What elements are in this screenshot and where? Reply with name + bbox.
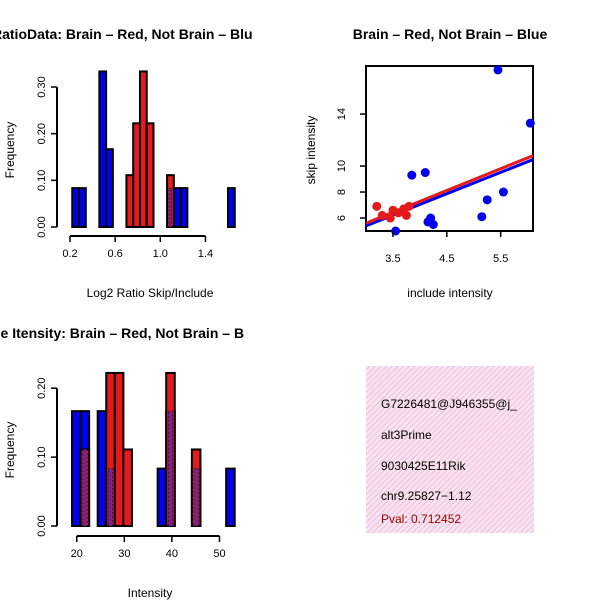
ratio-ylabel: Frequency xyxy=(3,122,17,179)
not-brain-point xyxy=(420,168,430,178)
y-tick-label: 14 xyxy=(336,108,348,120)
y-tick-label: 0.10 xyxy=(36,446,48,467)
overlap-bar xyxy=(167,410,174,527)
x-tick-label: 0.2 xyxy=(62,248,77,260)
ratio-xlabel: Log2 Ratio Skip/Include xyxy=(87,286,214,300)
info-event-id: G7226481@J946355@j_ xyxy=(381,397,517,411)
brain-bar xyxy=(138,70,148,228)
x-tick-label: 40 xyxy=(166,548,178,560)
not-brain-point xyxy=(525,118,535,128)
not-brain-point xyxy=(498,187,508,197)
scatter-xlabel: include intensity xyxy=(407,286,492,300)
x-tick-label: 0.6 xyxy=(107,248,122,260)
not-brain-bar xyxy=(71,410,82,528)
not-brain-point xyxy=(482,195,492,205)
not-brain-bar xyxy=(225,467,236,528)
not-brain-bar xyxy=(172,187,182,228)
not-brain-bar xyxy=(98,70,108,228)
overlap-bar xyxy=(193,468,199,527)
brain-point xyxy=(404,201,414,211)
ratio-title: RatioData: Brain – Red, Not Brain – Blu xyxy=(0,26,253,42)
not-brain-bar xyxy=(105,148,114,228)
x-tick-label: 30 xyxy=(118,548,130,560)
intensity-xlabel: Intensity xyxy=(128,586,173,600)
info-location: chr9.25827−1.12 xyxy=(381,489,472,503)
not-brain-point xyxy=(428,220,438,230)
ratio-bars xyxy=(71,70,236,229)
info-event-type: alt3Prime xyxy=(381,428,432,442)
brain-bar xyxy=(132,122,141,228)
info-gene-name: 9030425E11Rik xyxy=(381,459,467,473)
x-tick-label: 50 xyxy=(213,548,225,560)
brain-point xyxy=(377,210,387,220)
scatter-plot-area xyxy=(365,65,535,236)
brain-bar xyxy=(113,371,125,527)
brain-point xyxy=(385,213,395,223)
not-brain-fit-line xyxy=(365,158,534,228)
x-tick-label: 1.0 xyxy=(153,248,168,260)
scatter-title: Brain – Red, Not Brain – Blue xyxy=(353,26,548,42)
y-tick-label: 0.00 xyxy=(36,515,48,536)
intensity-title: ne Itensity: Brain – Red, Not Brain – B xyxy=(0,325,244,341)
info-panel: G7226481@J946355@j_ alt3Prime 9030425E11… xyxy=(366,366,534,533)
intensity-axes: 20 30 40 50 0.00 0.10 0.20 xyxy=(36,378,226,560)
not-brain-point xyxy=(493,65,503,75)
scatter-axes: 3.5 4.5 5.5 6 8 10 14 xyxy=(336,108,508,265)
x-tick-label: 3.5 xyxy=(385,253,400,265)
brain-bar xyxy=(145,122,155,228)
y-tick-label: 0.30 xyxy=(36,76,48,97)
not-brain-bar xyxy=(96,410,108,528)
x-tick-label: 1.4 xyxy=(198,248,213,260)
not-brain-bar xyxy=(156,467,168,528)
overlap-bar xyxy=(82,449,88,527)
y-tick-label: 0.10 xyxy=(36,170,48,191)
info-panel-background xyxy=(366,366,534,533)
y-tick-label: 10 xyxy=(336,160,348,172)
y-tick-label: 0.00 xyxy=(36,216,48,237)
not-brain-bar xyxy=(78,187,87,228)
not-brain-point xyxy=(477,212,487,222)
y-tick-label: 0.20 xyxy=(36,123,48,144)
overlap-bar xyxy=(168,187,173,228)
ratio-axes: 0.2 0.6 1.0 1.4 0.00 0.10 0.20 0.30 xyxy=(36,76,213,260)
brain-bar xyxy=(125,174,135,229)
brain-bar xyxy=(122,448,133,527)
overlap-bar xyxy=(108,468,114,527)
brain-point xyxy=(401,210,411,220)
intensity-ylabel: Frequency xyxy=(3,422,17,479)
intensity-bars xyxy=(71,371,236,528)
x-tick-label: 5.5 xyxy=(493,253,508,265)
scatter-ylabel: skip intensity xyxy=(304,116,318,185)
not-brain-bar xyxy=(71,187,81,228)
intensity-histogram: ne Itensity: Brain – Red, Not Brain – B … xyxy=(0,325,244,600)
not-brain-bar xyxy=(179,187,189,228)
brain-point xyxy=(372,201,382,211)
intensity-scatter: Brain – Red, Not Brain – Blue skip inten… xyxy=(304,26,547,300)
ratio-histogram: RatioData: Brain – Red, Not Brain – Blu … xyxy=(0,26,253,300)
y-tick-label: 6 xyxy=(336,215,348,221)
y-tick-label: 8 xyxy=(336,189,348,195)
not-brain-bar xyxy=(227,187,236,228)
info-pval: Pval: 0.712452 xyxy=(381,512,461,526)
x-tick-label: 20 xyxy=(71,548,83,560)
not-brain-point xyxy=(407,170,417,180)
x-tick-label: 4.5 xyxy=(439,253,454,265)
y-tick-label: 0.20 xyxy=(36,378,48,399)
scatter-frame xyxy=(365,65,534,232)
